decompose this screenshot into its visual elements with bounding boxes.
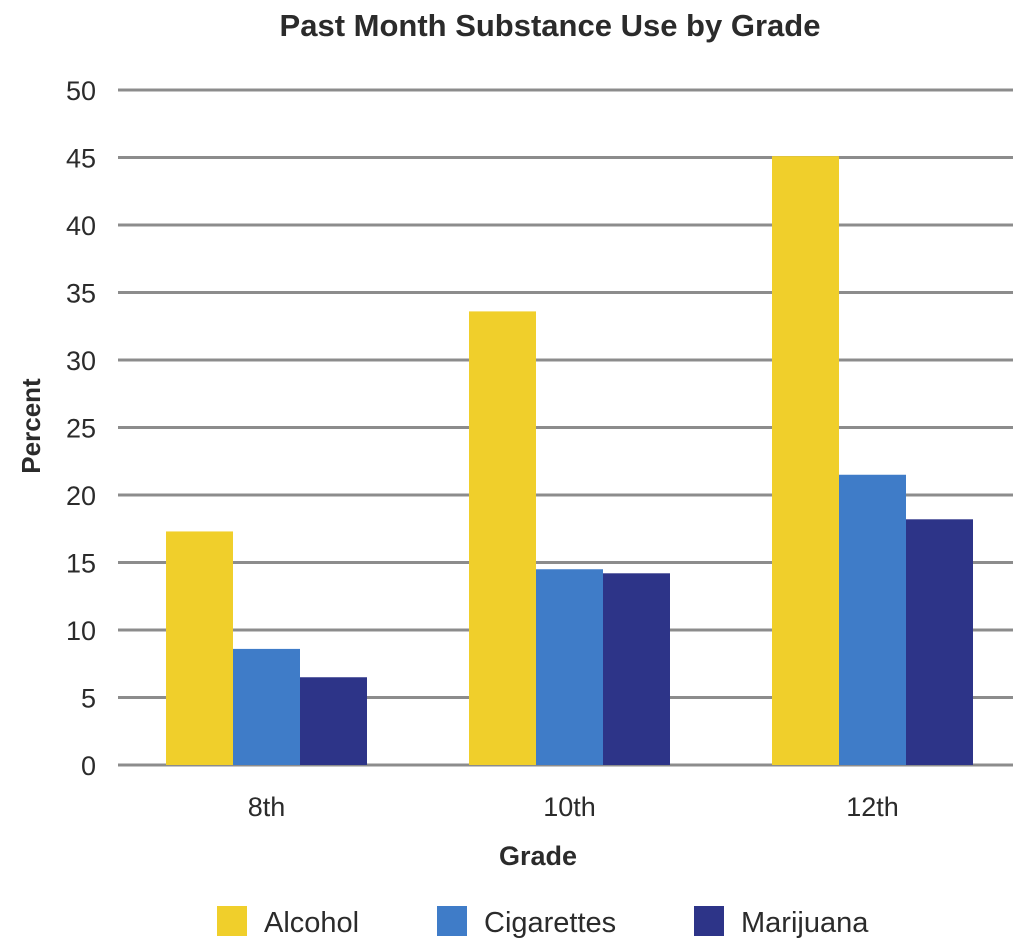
y-tick-label: 20 <box>66 481 96 511</box>
legend-swatch-cigarettes <box>437 906 467 936</box>
y-tick-label: 10 <box>66 616 96 646</box>
y-tick-label: 25 <box>66 414 96 444</box>
bars <box>166 156 973 765</box>
chart-title: Past Month Substance Use by Grade <box>280 8 821 43</box>
y-tick-label: 50 <box>66 76 96 106</box>
legend-label-marijuana: Marijuana <box>741 907 869 939</box>
bar-cigarettes-12th <box>839 475 906 765</box>
y-tick-labels: 0 5 10 15 20 25 30 35 40 45 50 <box>66 76 96 781</box>
y-tick-label: 15 <box>66 549 96 579</box>
legend-label-alcohol: Alcohol <box>264 907 359 939</box>
bar-cigarettes-10th <box>536 569 603 765</box>
bar-alcohol-10th <box>469 311 536 765</box>
bar-cigarettes-8th <box>233 649 300 765</box>
bar-marijuana-12th <box>906 519 973 765</box>
y-tick-label: 30 <box>66 346 96 376</box>
legend-swatch-marijuana <box>694 906 724 936</box>
y-tick-label: 5 <box>81 684 96 714</box>
x-tick-label: 10th <box>543 792 596 822</box>
bar-alcohol-8th <box>166 531 233 765</box>
y-tick-label: 0 <box>81 751 96 781</box>
y-tick-label: 35 <box>66 279 96 309</box>
x-tick-label: 8th <box>248 792 286 822</box>
bar-marijuana-10th <box>603 573 670 765</box>
x-axis-label: Grade <box>499 841 577 871</box>
bar-alcohol-12th <box>772 156 839 765</box>
x-tick-label: 12th <box>846 792 899 822</box>
x-tick-labels: 8th 10th 12th <box>248 792 899 822</box>
legend-swatch-alcohol <box>217 906 247 936</box>
bar-marijuana-8th <box>300 677 367 765</box>
legend-label-cigarettes: Cigarettes <box>484 907 616 939</box>
y-axis-label: Percent <box>16 378 46 474</box>
y-tick-label: 45 <box>66 144 96 174</box>
y-tick-label: 40 <box>66 211 96 241</box>
legend: Alcohol Cigarettes Marijuana <box>217 906 869 939</box>
